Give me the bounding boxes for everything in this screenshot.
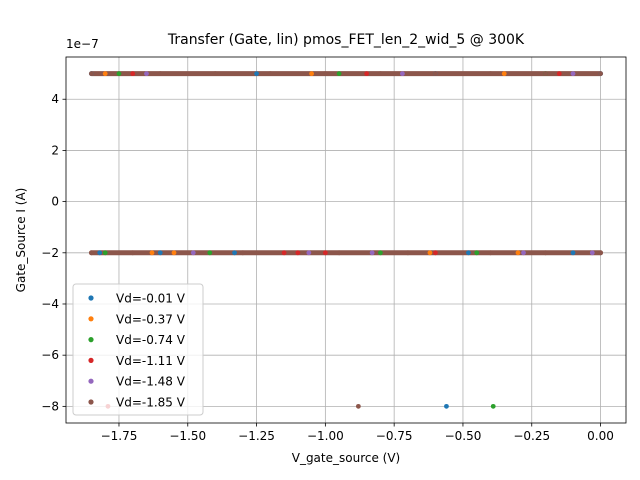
data-point (336, 71, 342, 77)
legend-marker (88, 357, 94, 363)
x-tick-label: −1.00 (307, 429, 344, 443)
chart-title: Transfer (Gate, lin) pmos_FET_len_2_wid_… (167, 32, 525, 48)
data-point (543, 71, 548, 77)
data-point (295, 250, 301, 256)
data-point (171, 250, 177, 256)
y-tick-label: −2 (41, 246, 59, 260)
x-tick-label: −1.25 (238, 429, 275, 443)
data-point (322, 250, 328, 256)
data-point (377, 250, 383, 256)
y-tick-label: 2 (51, 143, 59, 157)
legend-marker (88, 295, 94, 301)
data-point (405, 250, 411, 256)
data-point (130, 71, 136, 77)
data-point (377, 71, 383, 77)
data-point (521, 250, 526, 256)
data-point (207, 250, 213, 256)
legend: Vd=-0.01 V Vd=-0.37 V Vd=-0.74 V Vd=-1.11 V… (72, 283, 204, 416)
legend-label: Vd=-0.01 V (116, 292, 186, 306)
data-point (306, 250, 312, 256)
x-axis-label: V_gate_source (V) (292, 451, 401, 465)
data-point (543, 250, 548, 256)
data-point (102, 250, 108, 256)
x-tick-label: −0.25 (513, 429, 550, 443)
y-tick-label: −6 (41, 348, 59, 362)
data-point (149, 250, 155, 256)
data-point (144, 71, 149, 77)
data-point (212, 71, 218, 77)
point-band (88, 71, 604, 77)
data-point (427, 250, 433, 256)
y-tick-label: 4 (51, 92, 59, 106)
data-point (232, 250, 237, 256)
legend-marker (88, 399, 94, 405)
data-point (501, 71, 507, 77)
data-point (570, 250, 576, 256)
y-tick-label: 0 (51, 195, 59, 209)
y-tick-label: −4 (41, 297, 59, 311)
data-point (97, 250, 103, 256)
data-point (444, 403, 449, 409)
data-point (157, 71, 163, 77)
data-point (488, 71, 493, 77)
data-points (89, 71, 603, 409)
x-tick-label: −1.75 (101, 429, 138, 443)
x-tick-label: −1.50 (169, 429, 206, 443)
data-point (267, 71, 273, 77)
data-point (400, 71, 405, 77)
legend-label: Vd=-1.85 V (116, 396, 186, 410)
data-point (515, 250, 521, 256)
legend-label: Vd=-1.48 V (116, 375, 186, 389)
data-point (322, 71, 328, 77)
data-point (474, 250, 480, 256)
y-axis-multiplier: 1e−7 (66, 37, 99, 51)
legend-marker (88, 316, 94, 322)
data-point (336, 250, 342, 256)
data-point (433, 250, 438, 256)
data-point (490, 403, 496, 409)
data-point (116, 71, 122, 77)
data-point (466, 250, 471, 256)
data-point (281, 250, 287, 256)
x-tick-label: −0.75 (376, 429, 413, 443)
data-point (364, 71, 370, 77)
data-point (598, 250, 603, 256)
legend-marker (88, 337, 94, 343)
data-point (254, 71, 259, 77)
data-point (157, 250, 163, 256)
x-tick-label: −0.50 (445, 429, 482, 443)
data-point (369, 250, 375, 256)
x-tick-label: 0.00 (587, 429, 614, 443)
legend-label: Vd=-0.74 V (116, 333, 186, 347)
data-point (598, 71, 603, 77)
data-point (89, 71, 94, 77)
plot-frame (65, 56, 627, 424)
data-point (355, 403, 361, 409)
legend-label: Vd=-0.37 V (116, 312, 186, 326)
point-band (88, 250, 604, 256)
legend-box (72, 283, 204, 416)
data-point (556, 71, 562, 77)
data-point (130, 250, 136, 256)
data-point (190, 250, 196, 256)
y-axis-label: Gate_Source I (A) (14, 188, 28, 293)
legend-marker (88, 378, 94, 384)
data-point (89, 250, 94, 256)
data-point (240, 250, 246, 256)
x-axis-ticks: −1.75 −1.50 −1.25 −1.00 −0.75 −0.50 −0.25 0.00 (101, 423, 614, 443)
y-axis-ticks: 4 2 0 −2 −4 −6 −8 (41, 92, 66, 413)
data-point (309, 71, 315, 77)
data-point (589, 250, 595, 256)
y-tick-label: −8 (41, 399, 59, 413)
data-point (570, 71, 576, 77)
dense-point-bands (88, 71, 604, 256)
data-point (102, 71, 108, 77)
legend-label: Vd=-1.11 V (116, 354, 186, 368)
data-point (488, 250, 493, 256)
data-point (433, 71, 438, 77)
